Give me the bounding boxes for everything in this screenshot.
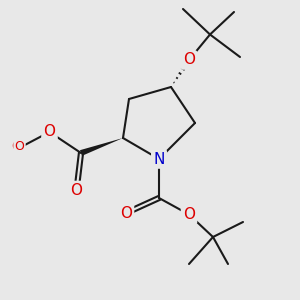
Text: O: O	[15, 140, 24, 154]
Text: O: O	[44, 124, 56, 140]
Text: O: O	[183, 52, 195, 68]
Polygon shape	[80, 138, 123, 156]
Text: O: O	[183, 207, 195, 222]
Text: O: O	[12, 140, 21, 154]
Text: N: N	[153, 152, 165, 166]
Text: O: O	[70, 183, 83, 198]
Text: O: O	[120, 206, 132, 220]
